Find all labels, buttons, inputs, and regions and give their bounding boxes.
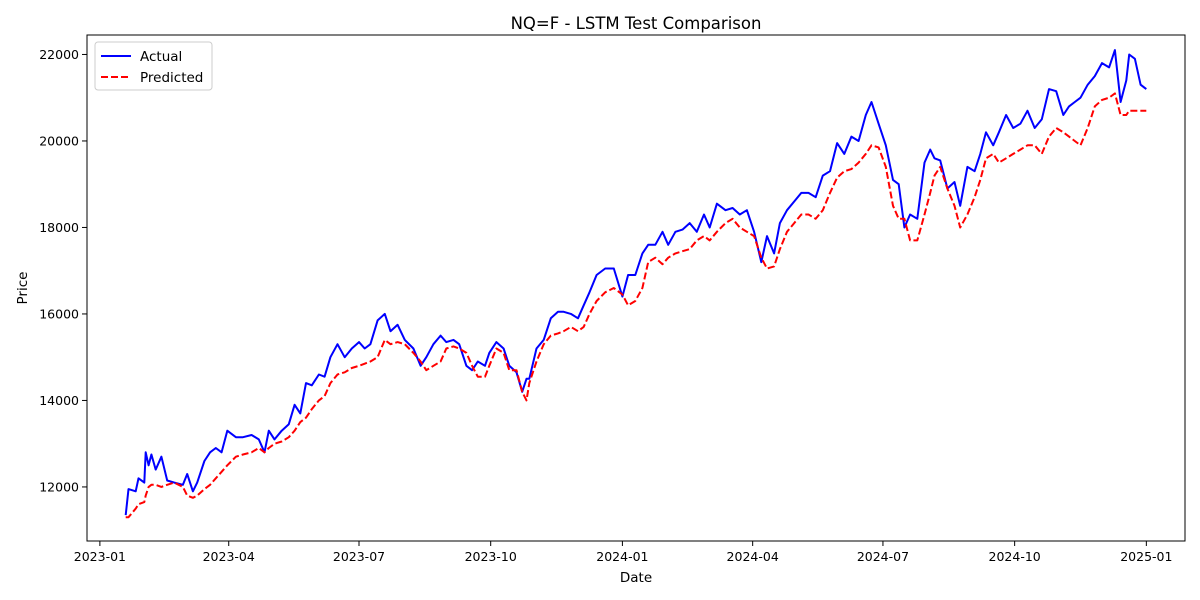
x-tick-label: 2024-07: [857, 549, 909, 564]
legend-label-predicted: Predicted: [140, 70, 203, 86]
y-tick-label: 16000: [39, 306, 79, 321]
x-tick-label: 2023-10: [465, 549, 517, 564]
y-tick-label: 12000: [39, 479, 79, 494]
series-layer: [124, 49, 1147, 519]
x-tick-label: 2024-01: [596, 549, 648, 564]
x-tick-label: 2023-01: [74, 549, 126, 564]
chart-title: NQ=F - LSTM Test Comparison: [511, 14, 762, 33]
legend-label-actual: Actual: [140, 49, 182, 65]
x-axis-label: Date: [620, 570, 652, 586]
series-line-predicted: [125, 92, 1147, 519]
x-tick-label: 2024-04: [727, 549, 779, 564]
legend: Actual Predicted: [94, 41, 213, 91]
y-tick-label: 20000: [39, 133, 79, 148]
y-tick-label: 22000: [39, 47, 79, 62]
y-axis-ticks: 12000 14000 16000 18000 20000 22000: [39, 47, 87, 494]
plot-frame: [86, 34, 1186, 542]
x-tick-label: 2025-01: [1120, 549, 1172, 564]
series-line-actual: [124, 49, 1147, 516]
x-axis-ticks: 2023-01 2023-04 2023-07 2023-10 2024-01 2024-…: [74, 541, 1172, 564]
y-tick-label: 14000: [39, 393, 79, 408]
y-tick-label: 18000: [39, 220, 79, 235]
x-tick-label: 2023-07: [333, 549, 385, 564]
x-tick-label: 2023-04: [203, 549, 255, 564]
x-tick-label: 2024-10: [989, 549, 1041, 564]
y-axis-label: Price: [15, 272, 31, 305]
